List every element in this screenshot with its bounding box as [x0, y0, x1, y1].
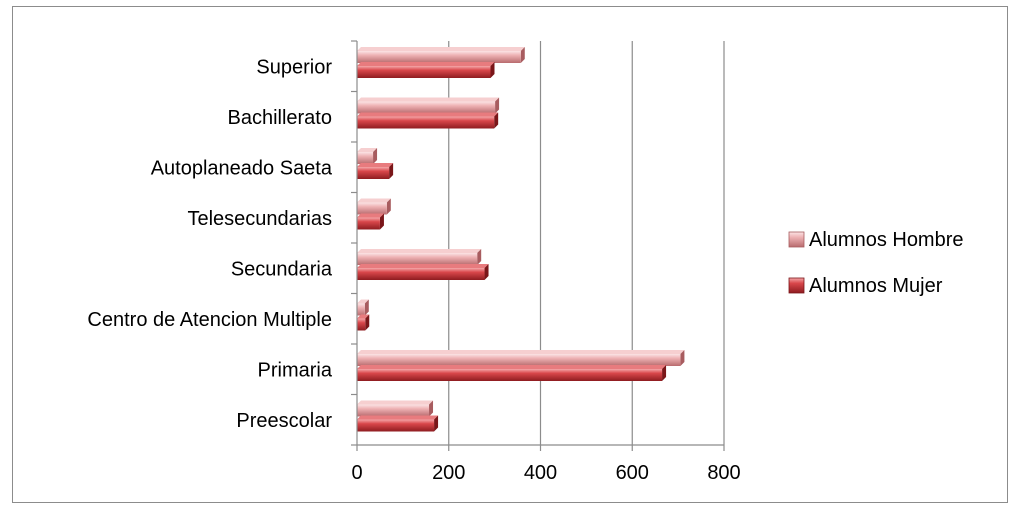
bar-hombre-preescolar [357, 400, 434, 417]
bar-top-face [357, 62, 495, 66]
bar-top-face [357, 213, 384, 218]
bar-side-face [495, 97, 500, 114]
x-tick-label: 800 [707, 462, 740, 484]
bar-hombre-centro-de-atencion-multiple [357, 299, 369, 316]
bar-top-face [357, 249, 482, 253]
bar-hombre-secundaria [357, 249, 482, 265]
bar-top-face [357, 198, 391, 203]
bar-top-face [357, 365, 667, 369]
category-label: Primaria [258, 359, 333, 381]
bar-hombre-bachillerato [357, 97, 500, 114]
category-label: Bachillerato [227, 107, 332, 129]
bar-mujer-primaria [357, 365, 667, 381]
bar-side-face [490, 62, 495, 78]
bar-front-face [357, 253, 478, 265]
axis-labels: Superior Bachillerato Autoplaneado Saeta Te… [87, 56, 740, 484]
bar-hombre-autoplaneado-saeta [357, 148, 378, 164]
bar-mujer-preescolar [357, 415, 439, 432]
bar-side-face [364, 299, 369, 316]
bar-side-face [429, 400, 434, 417]
bar-front-face [357, 354, 681, 366]
bar-top-face [357, 350, 685, 354]
category-label: Superior [256, 56, 332, 78]
bars [357, 47, 685, 432]
bar-front-face [357, 66, 491, 78]
bar-top-face [357, 415, 439, 420]
bar-mujer-centro-de-atencion-multiple [357, 314, 370, 331]
bar-mujer-superior [357, 62, 495, 78]
legend-item-mujer: Alumnos Mujer [788, 275, 943, 297]
bar-front-face [357, 167, 390, 179]
x-tick-label: 600 [616, 462, 649, 484]
bar-top-face [357, 148, 378, 152]
bar-top-face [357, 299, 369, 304]
bar-front-face [357, 419, 435, 432]
bar-front-face [357, 369, 663, 381]
bar-top-face [357, 264, 489, 268]
bar-side-face [365, 314, 370, 331]
category-label: Secundaria [231, 258, 333, 280]
bar-front-face [357, 268, 485, 280]
legend-label: Alumnos Hombre [809, 229, 964, 251]
bar-front-face [357, 101, 496, 114]
bar-top-face [357, 314, 370, 319]
legend-swatch [788, 277, 805, 294]
legend-swatch [788, 231, 805, 248]
legend-item-hombre: Alumnos Hombre [788, 229, 964, 251]
bar-front-face [357, 152, 374, 164]
bar-front-face [357, 318, 366, 331]
category-label: Autoplaneado Saeta [151, 157, 333, 179]
bar-front-face [357, 116, 495, 129]
x-tick-label: 400 [524, 462, 557, 484]
legend: Alumnos Hombre Alumnos Mujer [788, 229, 964, 297]
bar-side-face [434, 415, 439, 432]
bar-side-face [379, 213, 384, 230]
bar-mujer-telesecundarias [357, 213, 384, 230]
bar-top-face [357, 97, 500, 102]
bar-hombre-primaria [357, 350, 685, 366]
bar-front-face [357, 51, 521, 63]
category-label: Centro de Atencion Multiple [87, 309, 332, 331]
bar-front-face [357, 404, 430, 417]
category-label: Preescolar [236, 410, 332, 432]
bar-side-face [494, 112, 499, 129]
bar-hombre-superior [357, 47, 525, 63]
bar-mujer-bachillerato [357, 112, 499, 129]
legend-label: Alumnos Mujer [809, 275, 943, 297]
bar-mujer-autoplaneado-saeta [357, 163, 394, 179]
bar-side-face [484, 264, 489, 280]
x-tick-label: 200 [432, 462, 465, 484]
bar-front-face [357, 303, 365, 316]
bar-side-face [386, 198, 391, 215]
category-label: Telesecundarias [187, 208, 332, 230]
bar-side-face [520, 47, 525, 63]
chart-area [12, 6, 1008, 503]
bar-front-face [357, 202, 387, 215]
bar-side-face [389, 163, 394, 179]
bar-top-face [357, 47, 525, 51]
bar-top-face [357, 112, 499, 117]
bar-top-face [357, 163, 394, 167]
bar-hombre-telesecundarias [357, 198, 391, 215]
bar-side-face [373, 148, 378, 164]
bar-side-face [662, 365, 667, 381]
bar-side-face [680, 350, 685, 366]
bar-front-face [357, 217, 380, 230]
axes [351, 40, 725, 451]
bar-top-face [357, 400, 434, 405]
bar-mujer-secundaria [357, 264, 489, 280]
x-tick-label: 0 [351, 462, 362, 484]
bar-side-face [477, 249, 482, 265]
